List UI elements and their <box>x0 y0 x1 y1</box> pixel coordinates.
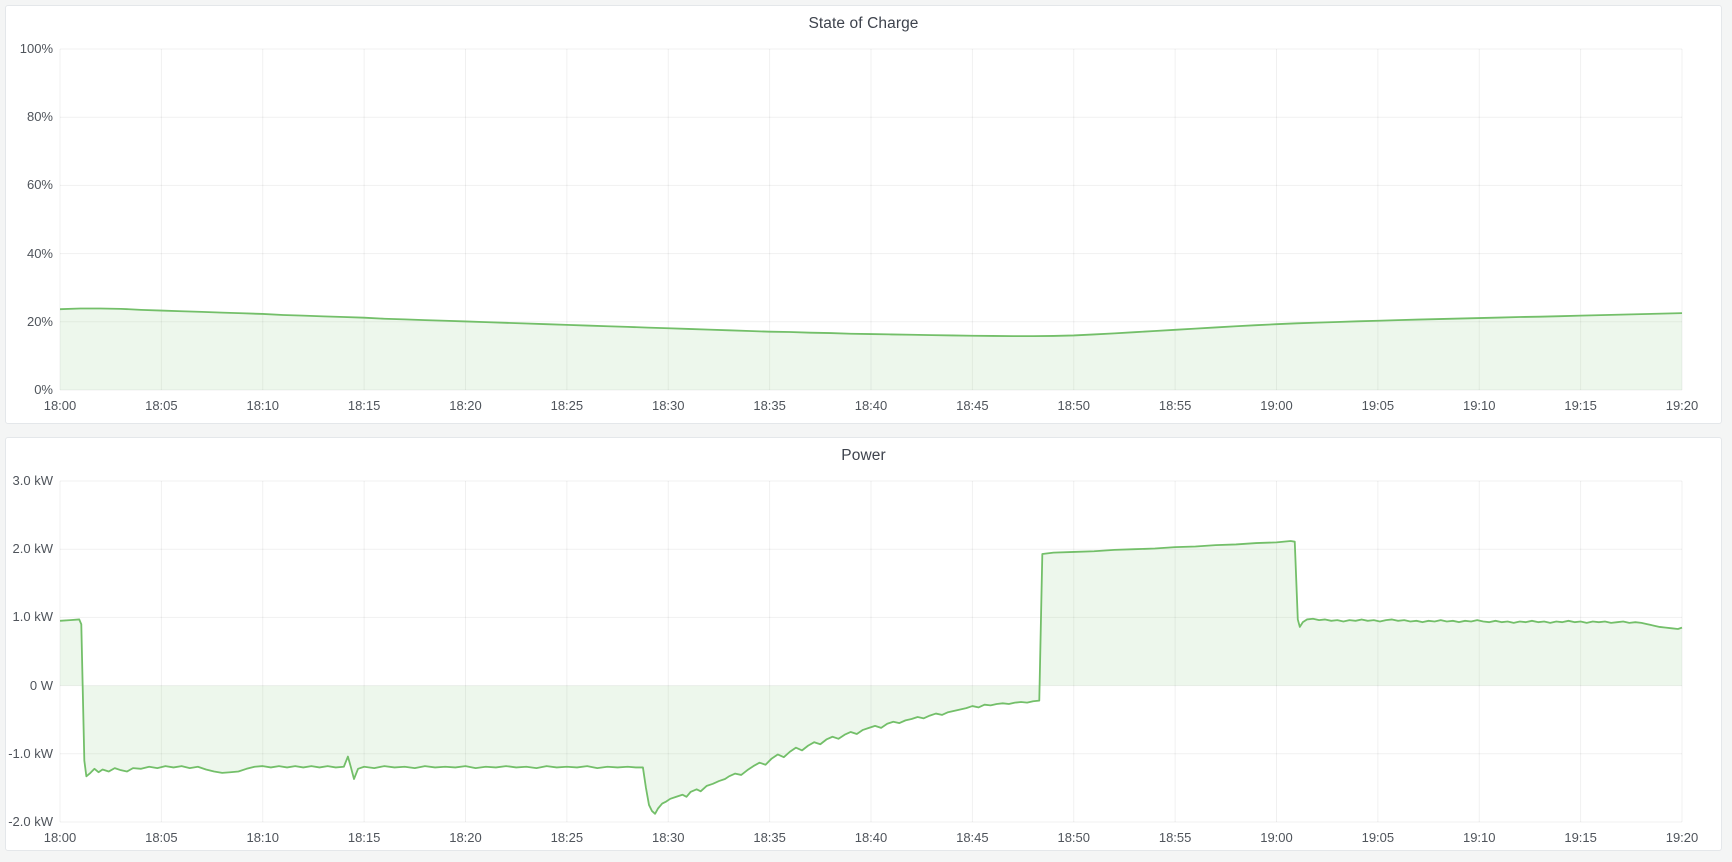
x-tick-label: 18:00 <box>43 398 77 413</box>
x-tick-label: 18:40 <box>854 830 888 845</box>
x-tick-label: 19:00 <box>1260 398 1293 413</box>
y-axis-power: -2.0 kW -1.0 kW 0 W 1.0 kW 2.0 kW 3.0 kW <box>6 473 53 829</box>
x-tick-label: 18:40 <box>854 398 888 413</box>
x-tick-label: 18:35 <box>753 830 786 845</box>
y-axis-state-of-charge: 0% 20% 40% 60% 80% 100% <box>6 41 53 397</box>
y-tick-label: 40% <box>26 245 53 261</box>
x-tick-label: 18:20 <box>449 830 482 845</box>
x-tick-label: 19:15 <box>1564 830 1597 845</box>
x-tick-label: 18:35 <box>753 398 786 413</box>
x-tick-label: 19:10 <box>1462 398 1496 413</box>
chart-svg <box>59 480 1683 823</box>
x-tick-label: 19:00 <box>1260 830 1293 845</box>
time-series-canvas-power[interactable] <box>59 480 1683 823</box>
series-area-fill <box>60 541 1682 814</box>
x-tick-label: 19:20 <box>1665 398 1699 413</box>
y-tick-label: 60% <box>26 177 53 193</box>
time-series-canvas-state-of-charge[interactable] <box>59 48 1683 391</box>
x-tick-label: 18:10 <box>246 398 280 413</box>
series-line <box>59 540 1683 815</box>
x-tick-label: 18:20 <box>449 398 482 413</box>
y-tick-label: 0 W <box>29 677 53 693</box>
x-tick-label: 18:25 <box>550 830 584 845</box>
y-tick-label: 100% <box>19 41 53 56</box>
chart-svg <box>59 48 1683 391</box>
x-tick-label: 18:00 <box>43 830 77 845</box>
x-tick-label: 18:50 <box>1057 398 1091 413</box>
x-tick-label: 19:10 <box>1462 830 1496 845</box>
x-tick-label: 19:15 <box>1564 398 1597 413</box>
panel-power: Power -2.0 kW -1.0 kW 0 W 1.0 kW 2.0 kW 3.0 k… <box>5 437 1722 851</box>
x-axis-state-of-charge: 18:00 18:05 18:10 18:15 18:20 18:25 18:30 18:35… <box>44 396 1699 414</box>
y-tick-label: -2.0 kW <box>8 814 53 829</box>
x-tick-label: 18:30 <box>651 830 685 845</box>
x-tick-label: 18:45 <box>956 398 989 413</box>
x-tick-label: 18:25 <box>550 398 584 413</box>
x-tick-label: 18:05 <box>145 398 178 413</box>
x-tick-label: 18:50 <box>1057 830 1091 845</box>
panel-title-state-of-charge[interactable]: State of Charge <box>808 15 919 32</box>
y-tick-label: -1.0 kW <box>8 745 53 761</box>
panel-title-power[interactable]: Power <box>841 447 886 464</box>
y-tick-label: 20% <box>26 313 53 329</box>
x-tick-label: 18:10 <box>246 830 280 845</box>
x-tick-label: 18:15 <box>347 398 381 413</box>
series-area-fill <box>60 308 1682 390</box>
y-tick-label: 2.0 kW <box>12 541 53 557</box>
x-axis-power: 18:00 18:05 18:10 18:15 18:20 18:25 18:30 18:35… <box>44 828 1699 846</box>
y-tick-label: 3.0 kW <box>12 473 53 488</box>
x-tick-label: 18:30 <box>651 398 685 413</box>
x-tick-label: 18:55 <box>1158 398 1192 413</box>
panel-state-of-charge: State of Charge 0% 20% 40% 60% 80% 100% 18:00… <box>5 5 1722 424</box>
x-tick-label: 18:55 <box>1158 830 1192 845</box>
x-tick-label: 18:05 <box>145 830 178 845</box>
series-line <box>59 307 1683 338</box>
x-tick-label: 19:20 <box>1665 830 1699 845</box>
y-tick-label: 1.0 kW <box>12 609 53 625</box>
y-tick-label: 0% <box>34 382 53 397</box>
x-tick-label: 18:15 <box>347 830 381 845</box>
x-tick-label: 19:05 <box>1361 830 1395 845</box>
x-tick-label: 19:05 <box>1361 398 1395 413</box>
y-tick-label: 80% <box>26 109 53 125</box>
x-tick-label: 18:45 <box>956 830 989 845</box>
